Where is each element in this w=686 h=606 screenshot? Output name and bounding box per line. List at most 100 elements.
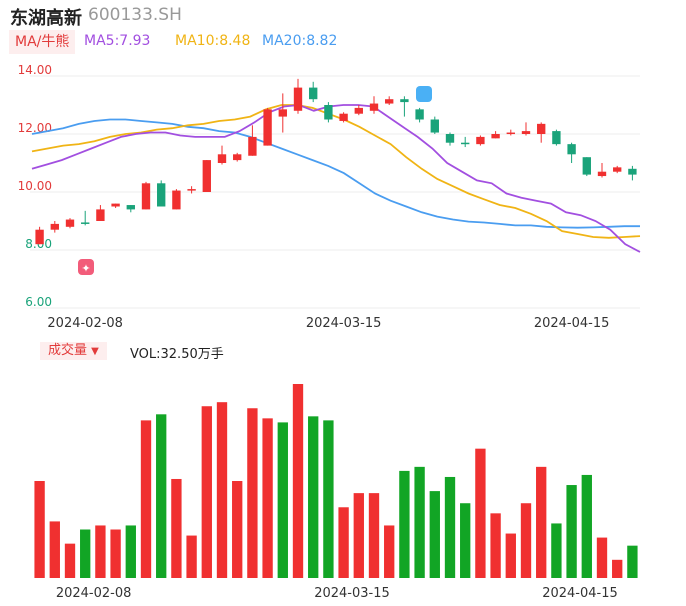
candle-body bbox=[50, 223, 59, 230]
volume-bar bbox=[536, 466, 547, 578]
volume-bar bbox=[338, 507, 349, 578]
series-line-ma5 bbox=[31, 104, 641, 253]
series-line-ma20 bbox=[31, 118, 640, 229]
volume-bar bbox=[156, 414, 167, 578]
candle-body bbox=[597, 171, 607, 177]
candle-body bbox=[126, 205, 135, 210]
candle-body bbox=[35, 229, 44, 245]
candle-body bbox=[96, 209, 105, 221]
y-tick-label: 14.00 bbox=[18, 63, 52, 77]
dropdown-arrow-icon: ▼ bbox=[91, 346, 99, 357]
volume-bar bbox=[201, 406, 212, 578]
volume-bar bbox=[505, 533, 516, 578]
candle-body bbox=[293, 87, 303, 111]
ma20-legend: MA20:8.82 bbox=[262, 33, 338, 49]
candle-body bbox=[506, 132, 515, 135]
volume-bar bbox=[551, 523, 562, 578]
volume-bar bbox=[186, 535, 197, 578]
x-tick-label: 2024-03-15 bbox=[314, 586, 390, 601]
volume-bar bbox=[353, 493, 364, 578]
volume-bar bbox=[460, 503, 471, 578]
candle-body bbox=[111, 203, 120, 207]
volume-bar bbox=[95, 525, 106, 578]
volume-bar bbox=[596, 537, 608, 578]
volume-bar bbox=[34, 481, 45, 578]
volume-bar bbox=[475, 448, 486, 578]
volume-bar bbox=[520, 503, 532, 578]
volume-bar bbox=[566, 485, 577, 578]
candle-body bbox=[263, 109, 272, 146]
volume-bar bbox=[308, 416, 319, 578]
volume-bar bbox=[612, 559, 623, 578]
candle-body bbox=[582, 157, 591, 175]
volume-bar bbox=[110, 529, 121, 578]
candle-body bbox=[339, 113, 348, 121]
candle-body bbox=[324, 105, 333, 120]
volume-bar bbox=[80, 529, 91, 578]
volume-bar bbox=[368, 493, 380, 578]
candle-body bbox=[521, 131, 531, 134]
candle-body bbox=[537, 123, 546, 134]
volume-bar bbox=[64, 543, 76, 578]
event-marker-icon bbox=[416, 86, 432, 102]
candle-body bbox=[354, 107, 363, 114]
stock-name: 东湖高新 bbox=[10, 8, 82, 29]
volume-bar bbox=[277, 422, 288, 578]
volume-bar bbox=[429, 491, 440, 578]
candle-body bbox=[65, 219, 75, 227]
series-line-ma10 bbox=[31, 104, 641, 239]
volume-bar bbox=[384, 525, 395, 578]
volume-bar bbox=[444, 476, 456, 578]
candle-body bbox=[278, 109, 287, 117]
volume-bar bbox=[262, 418, 273, 578]
volume-bar bbox=[247, 408, 258, 578]
volume-label: 成交量 bbox=[48, 343, 88, 358]
volume-bar bbox=[125, 525, 136, 578]
candle-body bbox=[613, 167, 622, 172]
candle-body bbox=[233, 154, 242, 161]
y-tick-label: 10.00 bbox=[18, 179, 52, 193]
volume-bar bbox=[232, 481, 243, 578]
candle-body bbox=[309, 87, 318, 100]
candle-body bbox=[567, 144, 576, 155]
volume-bar bbox=[292, 384, 304, 578]
candle-body bbox=[369, 103, 379, 111]
volume-bar bbox=[490, 513, 501, 578]
volume-bar bbox=[323, 420, 334, 578]
candle-body bbox=[430, 119, 439, 133]
volume-bar bbox=[171, 478, 182, 578]
candle-body bbox=[415, 109, 424, 120]
candle-body bbox=[552, 131, 561, 145]
candle-body bbox=[217, 154, 227, 163]
candle-body bbox=[187, 189, 196, 191]
volume-value: VOL:32.50万手 bbox=[130, 347, 224, 362]
volume-bar bbox=[140, 420, 152, 578]
x-tick-label: 2024-02-08 bbox=[56, 586, 132, 601]
candle-body bbox=[476, 136, 485, 145]
candle-body bbox=[491, 134, 500, 139]
ma10-legend: MA10:8.48 bbox=[175, 33, 251, 49]
event-marker-glyph: ✦ bbox=[81, 262, 90, 275]
stock-code: 600133.SH bbox=[88, 5, 182, 25]
event-marker-icon bbox=[78, 259, 94, 275]
ma5-legend: MA5:7.93 bbox=[84, 33, 151, 49]
y-tick-label: 6.00 bbox=[25, 295, 52, 309]
candle-body bbox=[157, 183, 166, 207]
candle-body bbox=[202, 160, 211, 192]
x-tick-label: 2024-04-15 bbox=[542, 586, 618, 601]
volume-bar bbox=[414, 466, 425, 578]
x-tick-label: 2024-03-15 bbox=[306, 316, 382, 331]
volume-indicator-selector[interactable]: 成交量 ▼ bbox=[40, 342, 107, 360]
candle-body bbox=[385, 99, 394, 104]
candle-body bbox=[461, 142, 470, 145]
candle-body bbox=[141, 183, 151, 210]
ma-indicator-selector[interactable]: MA/牛熊 bbox=[9, 30, 76, 54]
candle-body bbox=[400, 99, 409, 103]
candle-body bbox=[172, 190, 181, 210]
volume-bar bbox=[399, 470, 410, 578]
candle-body bbox=[628, 168, 637, 175]
x-tick-label: 2024-02-08 bbox=[47, 316, 123, 331]
candle-body bbox=[445, 134, 455, 143]
volume-bar bbox=[49, 521, 60, 578]
